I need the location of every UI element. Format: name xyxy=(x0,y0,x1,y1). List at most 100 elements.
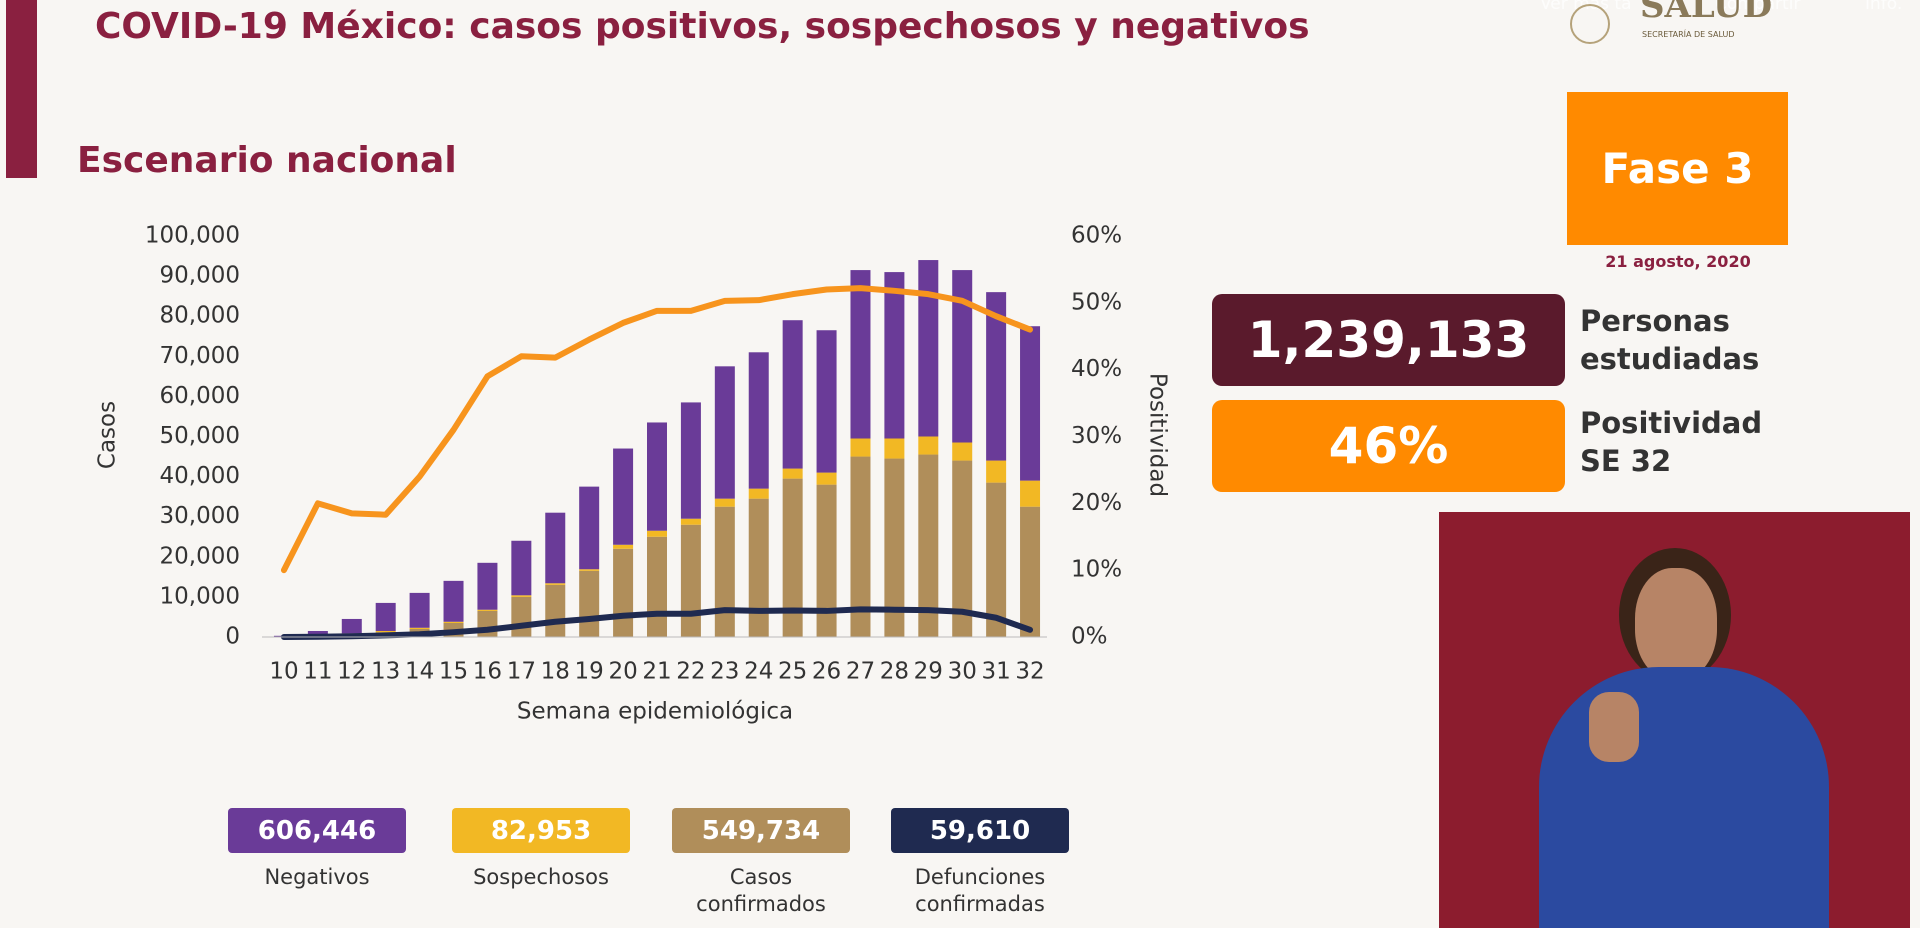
y-tick-label: 10,000 xyxy=(160,583,240,609)
y2-tick-label: 60% xyxy=(1071,223,1122,249)
chart-subtitle: Escenario nacional xyxy=(77,140,457,181)
y-tick-label: 80,000 xyxy=(160,303,240,329)
bar-segment xyxy=(748,352,769,489)
chart-title: COVID-19 México: casos positivos, sospec… xyxy=(95,6,1310,47)
overlay-info[interactable]: Info. xyxy=(1865,0,1903,14)
bar-segment xyxy=(1020,480,1041,507)
x-tick-label: 25 xyxy=(778,659,807,685)
y-tick-label: 30,000 xyxy=(160,503,240,529)
y2-tick-label: 20% xyxy=(1071,490,1122,516)
y-tick-label: 60,000 xyxy=(160,383,240,409)
x-tick-label: 31 xyxy=(981,659,1010,685)
y2-axis-title: Positividad xyxy=(1145,373,1171,497)
bar-segment xyxy=(816,484,837,637)
bar-segment xyxy=(680,402,701,519)
bar-segment xyxy=(341,618,362,634)
x-axis-title: Semana epidemiológica xyxy=(517,699,793,725)
bar-segment xyxy=(986,460,1007,483)
bar-segment xyxy=(545,584,566,637)
x-tick-label: 32 xyxy=(1015,659,1044,685)
legend-total: 82,953 xyxy=(452,808,630,853)
interpreter-video[interactable] xyxy=(1439,512,1910,928)
phase-box: Fase 3 xyxy=(1567,92,1788,245)
y-tick-label: 100,000 xyxy=(145,223,240,249)
bar-segment xyxy=(782,468,803,479)
bar-segment xyxy=(918,260,939,437)
x-tick-label: 21 xyxy=(642,659,671,685)
bar-segment xyxy=(477,562,498,610)
y-tick-label: 0 xyxy=(225,624,240,650)
positivity-label: Positividad SE 32 xyxy=(1580,406,1763,478)
x-tick-label: 19 xyxy=(575,659,604,685)
y2-tick-label: 30% xyxy=(1071,423,1122,449)
y-axis-title: Casos xyxy=(95,401,121,469)
x-tick-label: 27 xyxy=(846,659,875,685)
bar-segment xyxy=(918,454,939,637)
bar-segment xyxy=(850,456,871,637)
bar-segment xyxy=(884,438,905,459)
logo-title: SALUD xyxy=(1640,0,1773,26)
x-tick-label: 11 xyxy=(303,659,332,685)
bar-segment xyxy=(986,482,1007,637)
bar-segment xyxy=(816,472,837,485)
bar-segment xyxy=(511,540,532,596)
x-tick-label: 22 xyxy=(676,659,705,685)
bar-segment xyxy=(952,460,973,637)
bar-segment xyxy=(884,458,905,637)
bar-segment xyxy=(511,596,532,637)
bar-segment xyxy=(1020,506,1041,637)
x-tick-label: 13 xyxy=(371,659,400,685)
y2-tick-label: 10% xyxy=(1071,557,1122,583)
overlay-share[interactable]: Compartir xyxy=(1715,0,1801,14)
y2-tick-label: 50% xyxy=(1071,289,1122,315)
legend-total: 549,734 xyxy=(672,808,850,853)
bar-segment xyxy=(714,506,735,637)
bar-segment xyxy=(850,438,871,457)
line xyxy=(280,606,1034,640)
studied-label: Personas estudiadas xyxy=(1580,304,1760,376)
accent-bar xyxy=(6,0,37,178)
face xyxy=(1635,568,1717,680)
legend-label: Sospechosos xyxy=(473,865,609,889)
bar-segment xyxy=(477,609,498,611)
bar-segment xyxy=(816,330,837,473)
studied-value: 1,239,133 xyxy=(1212,294,1565,386)
bar-segment xyxy=(613,544,634,549)
x-tick-label: 12 xyxy=(337,659,366,685)
x-tick-label: 28 xyxy=(880,659,909,685)
y-tick-label: 40,000 xyxy=(160,463,240,489)
date: 21 agosto, 2020 xyxy=(1605,252,1751,271)
bar-segment xyxy=(545,512,566,584)
bar-segment xyxy=(545,583,566,585)
bar-segment xyxy=(647,422,667,531)
bar-segment xyxy=(884,272,905,439)
legend-label: Defunciones confirmadas xyxy=(914,865,1046,916)
bar-segment xyxy=(375,630,396,633)
bar-segment xyxy=(748,498,769,637)
x-tick-label: 17 xyxy=(507,659,536,685)
x-tick-label: 29 xyxy=(914,659,943,685)
line xyxy=(280,285,1034,574)
hand xyxy=(1589,692,1639,762)
x-tick-label: 10 xyxy=(269,659,298,685)
bar-segment xyxy=(443,580,464,622)
logo-seal xyxy=(1570,4,1610,44)
bar-segment xyxy=(952,442,973,461)
y-tick-label: 50,000 xyxy=(160,423,240,449)
bar-segment xyxy=(680,518,701,525)
bar-segment xyxy=(613,448,634,545)
bar-segment xyxy=(680,524,701,637)
y-tick-label: 20,000 xyxy=(160,543,240,569)
x-tick-label: 23 xyxy=(710,659,739,685)
y2-tick-label: 40% xyxy=(1071,356,1122,382)
bar-segment xyxy=(443,621,464,623)
bar-segment xyxy=(409,627,430,629)
bar-segment xyxy=(613,548,634,637)
bar-segment xyxy=(579,570,600,637)
x-tick-label: 20 xyxy=(608,659,637,685)
y-tick-label: 70,000 xyxy=(160,343,240,369)
bar-segment xyxy=(850,270,871,439)
y2-tick-label: 0% xyxy=(1071,624,1108,650)
